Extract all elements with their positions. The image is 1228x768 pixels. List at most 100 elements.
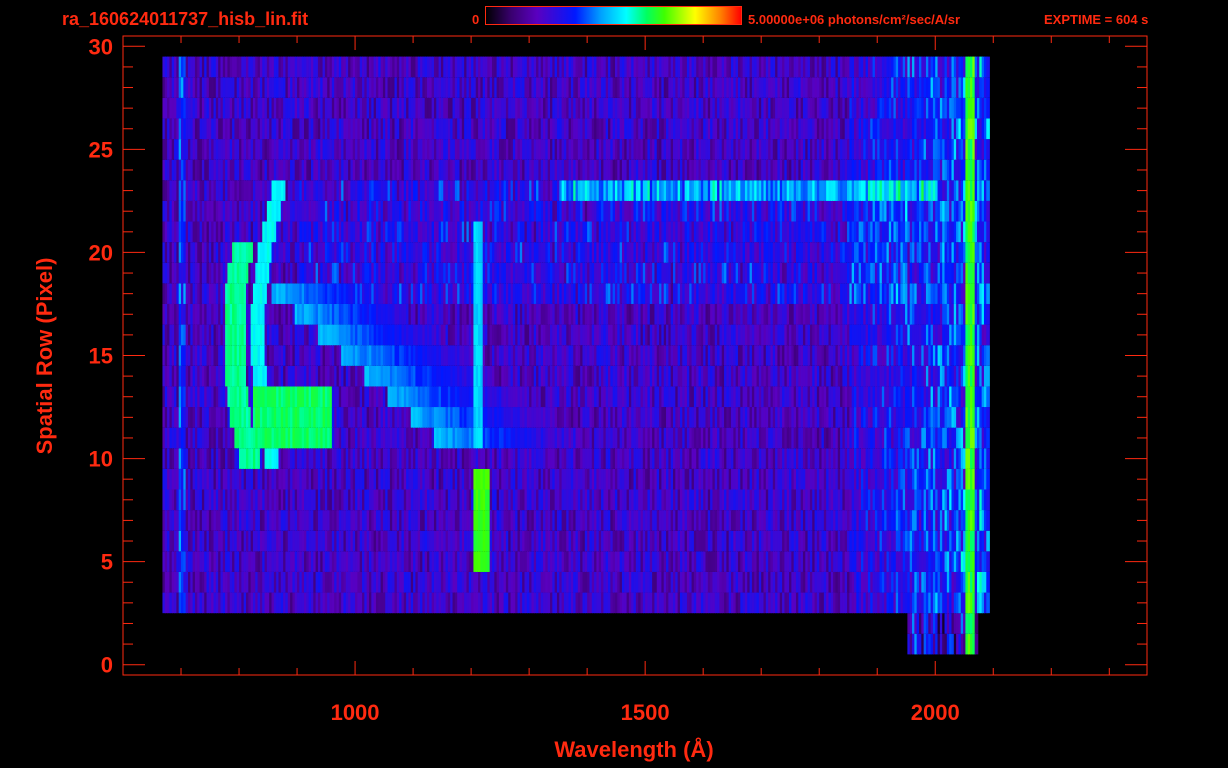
- heatmap-cell: [417, 592, 422, 614]
- heatmap-cell: [765, 510, 770, 531]
- heatmap-cell: [888, 571, 893, 593]
- heatmap-cell: [271, 530, 276, 552]
- heatmap-cell: [371, 489, 375, 511]
- heatmap-cell: [468, 489, 473, 511]
- heatmap-cell: [550, 551, 554, 572]
- heatmap-cell: [633, 510, 638, 531]
- heatmap-cell: [700, 510, 705, 531]
- heatmap-cell: [220, 571, 225, 593]
- heatmap-cell: [587, 489, 591, 511]
- heatmap-cell: [879, 571, 884, 593]
- heatmap-cell: [290, 551, 294, 572]
- heatmap-cell: [563, 489, 568, 511]
- heatmap-cell: [879, 592, 884, 614]
- heatmap-cell: [700, 571, 705, 593]
- heatmap-cell: [951, 530, 956, 552]
- heatmap-cell: [758, 530, 763, 552]
- heatmap-cell: [276, 489, 280, 511]
- heatmap-cell: [631, 530, 635, 552]
- heatmap-cell: [923, 530, 928, 552]
- heatmap-cell: [245, 592, 250, 614]
- heatmap-cell: [512, 551, 517, 572]
- heatmap-cell: [986, 571, 990, 593]
- heatmap-cell: [928, 510, 932, 531]
- heatmap-cell: [315, 530, 320, 552]
- heatmap-cell: [255, 510, 259, 531]
- colorbar-min-label: 0: [472, 12, 480, 27]
- heatmap-cell: [461, 592, 466, 614]
- heatmap-cell: [255, 551, 259, 572]
- heatmap-cell: [264, 530, 269, 552]
- heatmap-cell: [751, 510, 756, 531]
- heatmap-cell: [740, 489, 744, 511]
- heatmap-cell: [761, 530, 765, 552]
- heatmap-cell: [754, 571, 758, 593]
- heatmap-cell: [468, 571, 473, 593]
- heatmap-cell: [747, 551, 751, 572]
- heatmap-cell: [895, 530, 900, 552]
- heatmap-cell: [735, 551, 740, 572]
- exptime-label: EXPTIME = 604 s: [1044, 12, 1149, 27]
- heatmap-cell: [575, 510, 580, 531]
- heatmap-cell: [445, 530, 450, 552]
- heatmap-cell: [647, 551, 652, 572]
- heatmap-cell: [280, 551, 285, 572]
- heatmap-cell: [840, 530, 844, 552]
- heatmap-cell: [169, 489, 174, 511]
- heatmap-cell: [970, 571, 974, 593]
- heatmap-cell: [872, 530, 877, 552]
- heatmap-cell: [408, 571, 413, 593]
- heatmap-cell: [420, 530, 424, 552]
- heatmap-cell: [480, 571, 484, 593]
- heatmap-cell: [635, 489, 640, 511]
- heatmap-cell: [914, 571, 918, 593]
- heatmap-cell: [322, 571, 327, 593]
- heatmap-cell: [645, 551, 649, 572]
- heatmap-cell: [218, 489, 222, 511]
- heatmap-cell: [682, 571, 686, 593]
- heatmap-cell: [986, 407, 990, 428]
- heatmap-cell: [591, 551, 596, 572]
- heatmap-cell: [631, 510, 635, 531]
- heatmap-cell: [958, 613, 963, 634]
- heatmap-cell: [610, 530, 614, 552]
- heatmap-cell: [977, 530, 981, 552]
- heatmap-cell: [942, 633, 946, 655]
- heatmap-cell: [266, 510, 271, 531]
- heatmap-cell: [645, 571, 649, 593]
- heatmap-cell: [754, 510, 758, 531]
- heatmap-cell: [946, 551, 951, 572]
- heatmap-cell: [712, 489, 717, 511]
- heatmap-cell: [324, 530, 329, 552]
- heatmap-cell: [487, 530, 491, 552]
- heatmap-cell: [784, 551, 788, 572]
- heatmap-cell: [459, 510, 464, 531]
- heatmap-cell: [614, 592, 619, 614]
- heatmap-cell: [225, 530, 229, 552]
- heatmap-cell: [682, 592, 686, 614]
- heatmap-cell: [322, 489, 327, 511]
- heatmap-cell: [610, 592, 614, 614]
- heatmap-cell: [526, 530, 531, 552]
- heatmap-cell: [459, 551, 464, 572]
- heatmap-cell: [874, 530, 879, 552]
- heatmap-cell: [538, 551, 543, 572]
- heatmap-cell: [937, 633, 942, 655]
- heatmap-cell: [480, 510, 484, 531]
- heatmap-cell: [297, 510, 301, 531]
- heatmap-cell: [758, 510, 763, 531]
- heatmap-cell: [568, 551, 573, 572]
- heatmap-cell: [696, 551, 700, 572]
- heatmap-cell: [749, 530, 754, 552]
- heatmap-cell: [236, 510, 241, 531]
- heatmap-cell: [819, 551, 823, 572]
- heatmap-cell: [554, 592, 559, 614]
- heatmap-cell: [524, 489, 529, 511]
- heatmap-cell: [338, 530, 343, 552]
- heatmap-cell: [464, 489, 468, 511]
- heatmap-cell: [171, 510, 176, 531]
- heatmap-cell: [243, 510, 248, 531]
- heatmap-cell: [731, 592, 735, 614]
- heatmap-cell: [327, 571, 331, 593]
- heatmap-cell: [550, 510, 554, 531]
